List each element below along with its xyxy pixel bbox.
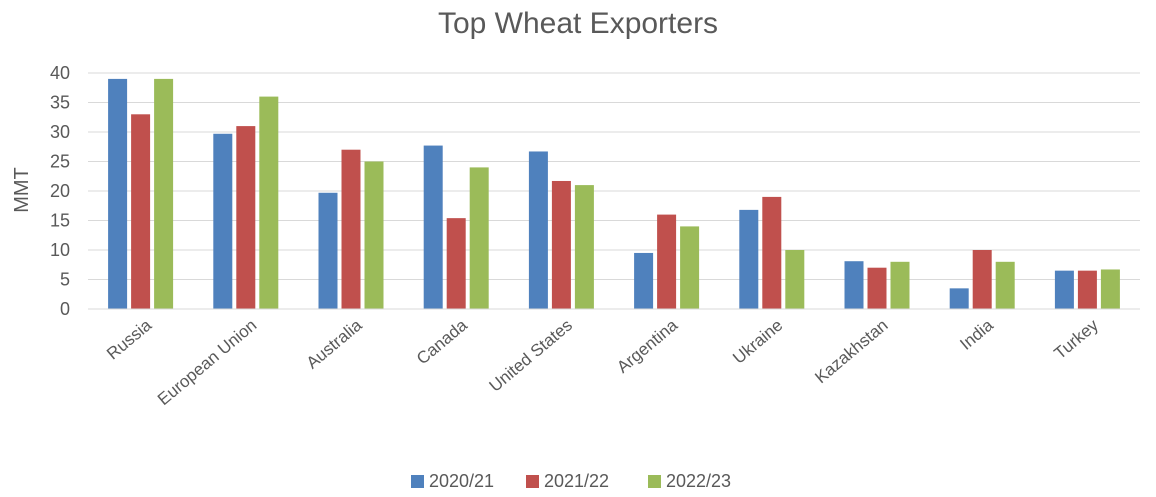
- y-axis-label: MMT: [11, 167, 33, 213]
- bar: [634, 252, 654, 309]
- bar: [154, 78, 174, 310]
- bar: [949, 288, 969, 309]
- legend-label: 2022/23: [666, 471, 731, 491]
- y-tick-label: 20: [50, 181, 70, 201]
- bar: [574, 185, 594, 309]
- bar: [213, 133, 233, 309]
- bar: [1077, 270, 1097, 309]
- bars: [108, 78, 1120, 310]
- bar: [551, 180, 571, 309]
- x-tick-label: Argentina: [613, 315, 681, 377]
- x-tick-label: United States: [486, 316, 576, 396]
- bar: [259, 96, 279, 309]
- bar-group-canada: [423, 145, 489, 309]
- y-tick-label: 35: [50, 93, 70, 113]
- bar: [423, 145, 443, 309]
- x-tick-label: European Union: [154, 316, 260, 410]
- bar: [890, 261, 910, 309]
- legend-swatch: [648, 475, 661, 488]
- bar: [446, 218, 466, 309]
- bar-group-kazakhstan: [844, 261, 910, 309]
- bar: [318, 192, 338, 309]
- bar: [236, 126, 256, 309]
- legend-item: 2022/23: [648, 471, 731, 491]
- bar: [1054, 270, 1074, 309]
- bar-group-india: [949, 250, 1015, 309]
- y-tick-label: 30: [50, 122, 70, 142]
- bar: [469, 167, 489, 309]
- legend-label: 2021/22: [544, 471, 609, 491]
- bar: [972, 250, 992, 309]
- x-tick-label: Canada: [413, 315, 471, 368]
- legend-swatch: [526, 475, 539, 488]
- bar-group-australia: [318, 149, 384, 309]
- bar-group-argentina: [634, 214, 700, 309]
- legend-label: 2020/21: [429, 471, 494, 491]
- bar-group-turkey: [1054, 269, 1120, 309]
- bar-group-united-states: [528, 151, 594, 309]
- bar: [680, 226, 700, 309]
- legend-item: 2020/21: [411, 471, 494, 491]
- bar: [995, 261, 1015, 309]
- bar-group-european-union: [213, 96, 279, 309]
- y-tick-label: 10: [50, 240, 70, 260]
- bar: [108, 78, 128, 310]
- x-tick-label: Ukraine: [729, 316, 786, 368]
- bar: [364, 161, 384, 309]
- bar: [1100, 269, 1120, 309]
- y-tick-label: 40: [50, 63, 70, 83]
- x-tick-label: Russia: [103, 315, 155, 363]
- bar-group-ukraine: [739, 196, 805, 309]
- x-tick-label: Kazakhstan: [811, 316, 891, 388]
- x-tick-label: Turkey: [1050, 315, 1102, 363]
- y-tick-label: 25: [50, 152, 70, 172]
- bar: [528, 151, 548, 309]
- x-tick-label: Australia: [303, 315, 366, 372]
- bar: [739, 209, 759, 309]
- bar: [844, 261, 864, 309]
- bar: [657, 214, 677, 309]
- legend: 2020/21 2021/22 2022/23: [411, 471, 731, 491]
- bar: [341, 149, 361, 309]
- y-tick-label: 0: [60, 299, 70, 319]
- bar: [785, 250, 805, 309]
- bar: [867, 267, 887, 309]
- chart-title: Top Wheat Exporters: [438, 7, 718, 40]
- bar-group-russia: [108, 78, 174, 310]
- y-tick-label: 15: [50, 211, 70, 231]
- x-tick-label: India: [956, 315, 997, 354]
- legend-item: 2021/22: [526, 471, 609, 491]
- legend-swatch: [411, 475, 424, 488]
- bar: [762, 196, 782, 309]
- y-tick-label: 5: [60, 270, 70, 290]
- bar: [131, 114, 151, 309]
- y-axis-ticks: 0 5 10 15 20 25 30 35 40: [50, 63, 70, 319]
